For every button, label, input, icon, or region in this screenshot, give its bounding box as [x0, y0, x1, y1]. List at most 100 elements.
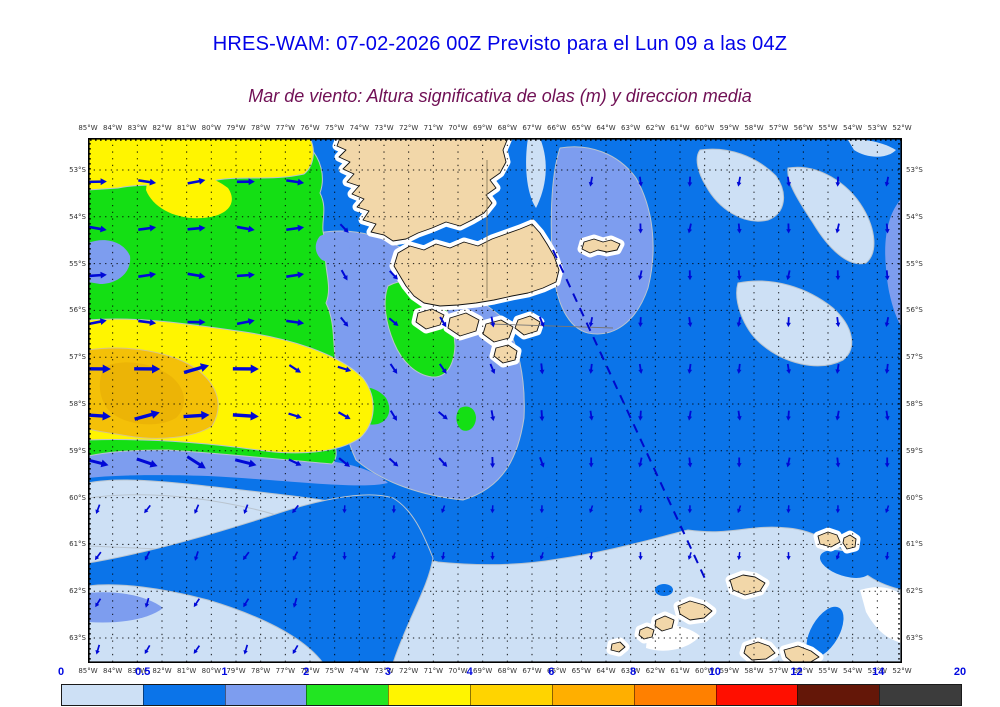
lon-label: 60°W	[695, 124, 714, 132]
lon-label: 66°W	[547, 124, 566, 132]
colorbar-segment	[306, 685, 388, 705]
lat-label: 55°S	[64, 260, 86, 268]
lon-label: 61°W	[670, 667, 689, 675]
lon-label: 71°W	[424, 124, 443, 132]
lon-label: 70°W	[448, 667, 467, 675]
lat-label: 61°S	[906, 540, 923, 548]
colorbar-tick: 12	[790, 666, 802, 678]
lon-label: 84°W	[103, 667, 122, 675]
lon-label: 81°W	[177, 667, 196, 675]
colorbar-segment	[470, 685, 552, 705]
lat-label: 58°S	[64, 400, 86, 408]
colorbar-segment	[62, 685, 143, 705]
lat-label: 54°S	[906, 213, 923, 221]
lon-label: 72°W	[399, 667, 418, 675]
colorbar-tick: 6	[548, 666, 554, 678]
lon-label: 56°W	[794, 124, 813, 132]
lon-label: 55°W	[818, 124, 837, 132]
colorbar-segment	[716, 685, 798, 705]
wave-height-colorbar	[61, 684, 962, 706]
lat-label: 57°S	[64, 353, 86, 361]
colorbar-tick: 3	[385, 666, 391, 678]
longitude-axis-top: 85°W 84°W 83°W 82°W 81°W 80°W 79°W 78°W 77°W 76°W…	[0, 124, 1000, 134]
lat-label: 58°S	[906, 400, 923, 408]
lon-label: 64°W	[596, 124, 615, 132]
colorbar-tick: 1	[221, 666, 227, 678]
colorbar-segment	[879, 685, 961, 705]
colorbar-tick: 0	[58, 666, 64, 678]
lon-label: 75°W	[325, 124, 344, 132]
forecast-title: HRES-WAM: 07-02-2026 00Z Previsto para e…	[0, 33, 1000, 56]
lat-label: 63°S	[906, 634, 923, 642]
lon-label: 53°W	[868, 124, 887, 132]
lon-label: 62°W	[646, 124, 665, 132]
wave-map	[88, 138, 902, 663]
lon-label: 63°W	[621, 124, 640, 132]
colorbar-segment	[552, 685, 634, 705]
lon-label: 82°W	[152, 667, 171, 675]
colorbar-tick: 8	[630, 666, 636, 678]
colorbar-segment	[388, 685, 470, 705]
colorbar-segment	[634, 685, 716, 705]
lon-label: 54°W	[843, 124, 862, 132]
lon-label: 74°W	[350, 124, 369, 132]
lon-label: 82°W	[152, 124, 171, 132]
lon-label: 65°W	[572, 124, 591, 132]
lat-label: 53°S	[64, 166, 86, 174]
lon-label: 69°W	[473, 124, 492, 132]
lon-label: 58°W	[744, 667, 763, 675]
lon-label: 58°W	[744, 124, 763, 132]
lon-label: 80°W	[202, 667, 221, 675]
lon-label: 74°W	[350, 667, 369, 675]
lon-label: 70°W	[448, 124, 467, 132]
lon-label: 62°W	[646, 667, 665, 675]
colorbar-tick: 2	[303, 666, 309, 678]
lon-label: 67°W	[522, 667, 541, 675]
lon-label: 59°W	[720, 667, 739, 675]
lon-label: 76°W	[300, 124, 319, 132]
lon-label: 81°W	[177, 124, 196, 132]
lat-label: 57°S	[906, 353, 923, 361]
lon-label: 69°W	[473, 667, 492, 675]
forecast-subtitle: Mar de viento: Altura significativa de o…	[0, 86, 1000, 107]
lon-label: 68°W	[498, 667, 517, 675]
lon-label: 85°W	[78, 667, 97, 675]
lat-label: 60°S	[64, 494, 86, 502]
lon-label: 54°W	[843, 667, 862, 675]
lat-label: 59°S	[906, 447, 923, 455]
lon-label: 55°W	[818, 667, 837, 675]
colorbar-segment	[797, 685, 879, 705]
lon-label: 67°W	[522, 124, 541, 132]
lon-label: 84°W	[103, 124, 122, 132]
lat-label: 53°S	[906, 166, 923, 174]
colorbar-segment	[143, 685, 225, 705]
lon-label: 65°W	[572, 667, 591, 675]
lat-label: 55°S	[906, 260, 923, 268]
lat-label: 59°S	[64, 447, 86, 455]
lat-label: 62°S	[906, 587, 923, 595]
lat-label: 61°S	[64, 540, 86, 548]
colorbar-tick: 20	[954, 666, 966, 678]
lon-label: 57°W	[769, 124, 788, 132]
land-isla-de-los-estados	[582, 239, 620, 253]
lon-label: 85°W	[78, 124, 97, 132]
lon-label: 78°W	[251, 124, 270, 132]
lon-label: 52°W	[892, 667, 911, 675]
lat-label: 62°S	[64, 587, 86, 595]
lon-label: 83°W	[128, 124, 147, 132]
colorbar-tick: 14	[872, 666, 884, 678]
lon-label: 79°W	[226, 124, 245, 132]
lon-label: 64°W	[596, 667, 615, 675]
lon-label: 77°W	[276, 124, 295, 132]
lon-label: 75°W	[325, 667, 344, 675]
lon-label: 57°W	[769, 667, 788, 675]
lat-label: 63°S	[64, 634, 86, 642]
lat-label: 56°S	[906, 306, 923, 314]
colorbar-tick: 10	[709, 666, 721, 678]
lon-label: 68°W	[498, 124, 517, 132]
colorbar-tick: 0.5	[135, 666, 150, 678]
colorbar-segment	[225, 685, 307, 705]
lon-label: 80°W	[202, 124, 221, 132]
lon-label: 71°W	[424, 667, 443, 675]
lon-label: 52°W	[892, 124, 911, 132]
